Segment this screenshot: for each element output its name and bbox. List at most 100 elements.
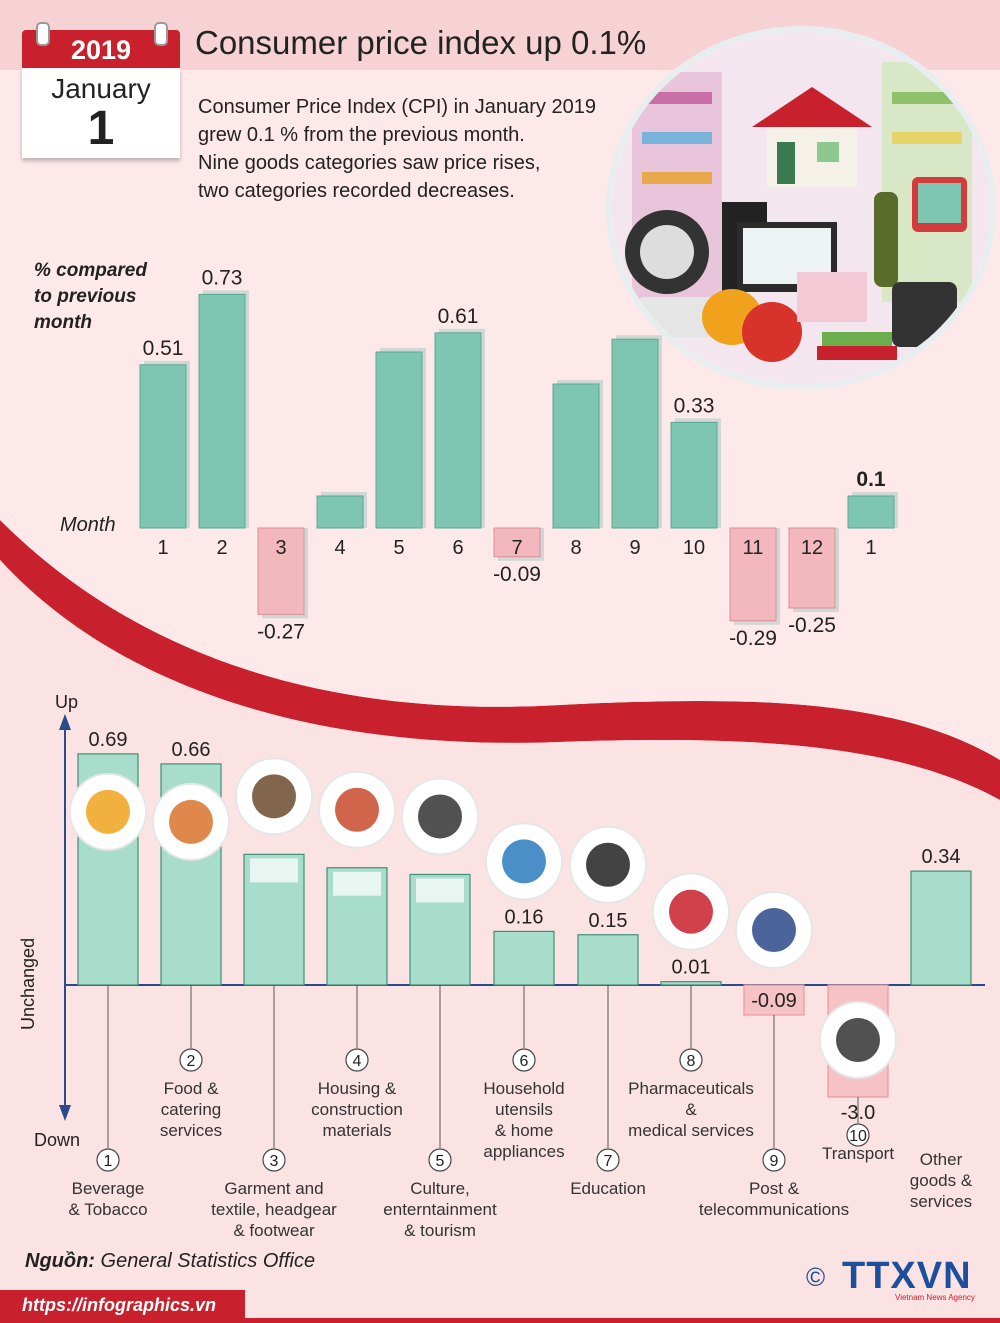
- category-label: Transport: [822, 1144, 894, 1163]
- category-number: 9: [770, 1153, 779, 1170]
- month-tick-label: 1: [865, 537, 876, 559]
- monthly-bar: [198, 293, 246, 529]
- footer-url-bar[interactable]: https://infographics.vn: [0, 1290, 245, 1323]
- value-label-box: [250, 858, 298, 883]
- month-tick-label: 6: [452, 537, 463, 559]
- monthly-bar: [316, 495, 364, 529]
- category-label: catering: [161, 1100, 221, 1119]
- category-number-badge: [179, 1048, 203, 1072]
- tomato-icon: [742, 302, 802, 362]
- source-note: Nguồn: General Statistics Office: [25, 1250, 315, 1273]
- category-label: Post &: [749, 1179, 800, 1198]
- top-chart-ylabel: % compared to previous month: [34, 258, 147, 336]
- category-label: services: [160, 1121, 222, 1140]
- value-label-box: [333, 871, 381, 896]
- top-chart-ylabel-line: % compared: [34, 260, 147, 281]
- month-tick-label: 7: [511, 537, 522, 559]
- category-label: & tourism: [404, 1221, 476, 1240]
- books-icon: [822, 332, 892, 346]
- monthly-bar: [257, 527, 305, 615]
- category-number-badge: [762, 1148, 786, 1172]
- calendar-page: January 1: [22, 68, 180, 158]
- category-number: 4: [353, 1053, 362, 1070]
- ttxvn-logo: TTXVN: [842, 1255, 972, 1297]
- calendar-month: January: [51, 73, 151, 104]
- bar-value-label: 0.33: [674, 394, 715, 417]
- category-label: construction: [311, 1100, 403, 1119]
- icon-glyph: [86, 789, 130, 834]
- source-name: General Statistics Office: [100, 1250, 316, 1272]
- category-number: 5: [436, 1153, 445, 1170]
- month-tick-label: 3: [275, 537, 286, 559]
- category-number-badge: [846, 1123, 870, 1147]
- category-bar: [577, 934, 639, 986]
- icon-glyph: [169, 799, 213, 844]
- category-label: medical services: [628, 1121, 754, 1140]
- monthly-bar: [552, 383, 600, 529]
- icon-glyph: [418, 794, 462, 839]
- footer-url[interactable]: https://infographics.vn: [22, 1295, 217, 1315]
- calendar-ring-icon: [154, 22, 168, 46]
- monthly-cpi-chart: 1 0.51 2 0.73 3 -0.27 4 5 6 0.61 7 -0.09 8 9 10 0.33 11 -…: [139, 266, 898, 650]
- category-cpi-chart: 0.69 1 Beverage & Tobacco 0.66 2 Food & caterin…: [59, 714, 985, 1240]
- month-tick-label: 10: [683, 537, 705, 559]
- category-value-label: -0.09: [751, 990, 797, 1012]
- category-label: & footwear: [233, 1221, 315, 1240]
- monthly-bar: [670, 421, 718, 529]
- category-value-label: 0.15: [589, 910, 628, 932]
- page-title: Consumer price index up 0.1%: [195, 24, 647, 61]
- category-label: Housing &: [318, 1079, 397, 1098]
- monthly-bar: [434, 332, 482, 529]
- category-value-label: 0.69: [89, 729, 128, 751]
- monthly-bar: [788, 527, 836, 609]
- copyright-icon: ©: [806, 1262, 826, 1292]
- category-number-badge: [596, 1148, 620, 1172]
- description-line: Consumer Price Index (CPI) in January 20…: [198, 96, 596, 118]
- category-label: utensils: [495, 1100, 553, 1119]
- calendar-day: 1: [87, 102, 115, 155]
- category-number: 6: [520, 1053, 529, 1070]
- month-tick-label: 1: [157, 537, 168, 559]
- category-label: enterntainment: [383, 1200, 497, 1219]
- icon-glyph: [669, 889, 713, 934]
- category-label: Culture,: [410, 1179, 470, 1198]
- category-number: 3: [270, 1153, 279, 1170]
- bar-value-label: 0.51: [143, 337, 184, 360]
- value-label-box: [416, 878, 464, 903]
- category-value-label: 0.01: [672, 957, 711, 979]
- icon-glyph: [252, 774, 296, 819]
- category-label: & home: [495, 1121, 554, 1140]
- month-tick-label: 4: [334, 537, 345, 559]
- bottom-chart-up-label: Up: [55, 692, 79, 712]
- description: Consumer Price Index (CPI) in January 20…: [198, 93, 638, 205]
- category-label: materials: [323, 1121, 392, 1140]
- icon-glyph: [335, 787, 379, 832]
- description-line: two categories recorded decreases.: [198, 180, 515, 202]
- source-label: Nguồn:: [25, 1250, 95, 1272]
- category-number: 1: [104, 1153, 113, 1170]
- description-line: Nine goods categories saw price rises,: [198, 152, 541, 174]
- category-number-badge: [428, 1148, 452, 1172]
- category-label: Beverage: [72, 1179, 145, 1198]
- monthly-bar: [847, 495, 895, 529]
- category-number: 7: [604, 1153, 613, 1170]
- month-tick-label: 9: [629, 537, 640, 559]
- monthly-bar: [493, 527, 541, 558]
- category-label: goods &: [910, 1171, 973, 1190]
- top-chart-xlabel: Month: [60, 514, 116, 536]
- monthly-bar: [139, 364, 187, 529]
- month-tick-label: 2: [216, 537, 227, 559]
- category-label: Education: [570, 1179, 646, 1198]
- month-tick-label: 11: [743, 537, 764, 559]
- category-number: 10: [849, 1128, 867, 1145]
- category-number-badge: [345, 1048, 369, 1072]
- icon-glyph: [752, 908, 796, 952]
- category-value-label: 0.34: [922, 846, 961, 868]
- category-value-label: 0.16: [505, 906, 544, 928]
- monthly-bar: [611, 338, 659, 529]
- description-line: grew 0.1 % from the previous month.: [198, 124, 525, 146]
- category-number: 8: [687, 1053, 696, 1070]
- house-icon: [752, 87, 872, 127]
- category-label: appliances: [483, 1142, 564, 1161]
